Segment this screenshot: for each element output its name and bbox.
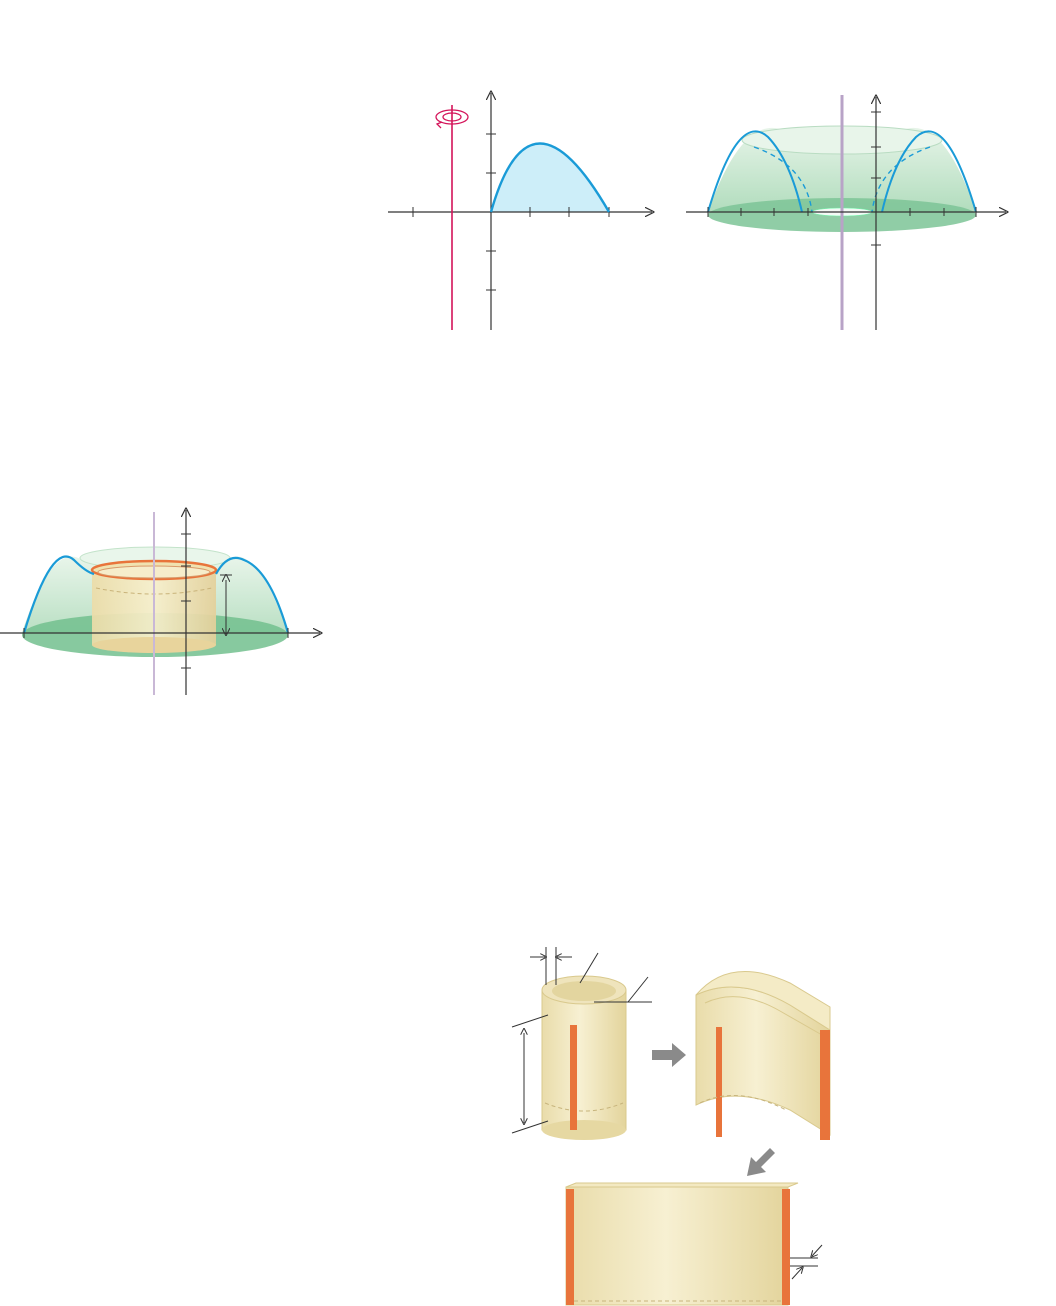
gray-right-arrow-icon <box>652 1043 686 1067</box>
hidden-profile <box>753 146 931 213</box>
height-extension-top <box>511 1014 549 1028</box>
gray-down-left-arrow-icon <box>747 1148 775 1176</box>
parabola-curve <box>489 142 611 213</box>
shaded-region <box>491 143 609 212</box>
inner-radius-leader <box>627 976 649 1003</box>
x-ticks <box>707 207 977 217</box>
rotation-arrow-icon <box>435 109 469 129</box>
x-ticks <box>23 628 289 638</box>
cut-shell <box>695 971 831 1140</box>
figure-solid-of-revolution <box>686 85 1016 330</box>
figure-region-graph <box>388 85 670 330</box>
figure-shell-unrolled <box>511 947 831 1306</box>
cylindrical-shell <box>541 975 627 1140</box>
figure-solid-with-shell <box>0 500 330 695</box>
profile-curve-right <box>215 556 290 634</box>
slab-thickness-arrow-top <box>812 1244 823 1256</box>
flat-slab <box>565 1182 799 1306</box>
slab-thickness-arrow-bottom <box>791 1268 802 1280</box>
height-extension-bottom <box>511 1120 549 1134</box>
y-ticks <box>486 133 496 291</box>
profile-curve-left <box>707 130 803 213</box>
profile-curve-left <box>22 555 95 634</box>
outer-radius-leader <box>579 952 599 984</box>
y-ticks <box>181 533 191 669</box>
profile-curve-right <box>881 130 977 213</box>
y-ticks <box>871 111 881 246</box>
